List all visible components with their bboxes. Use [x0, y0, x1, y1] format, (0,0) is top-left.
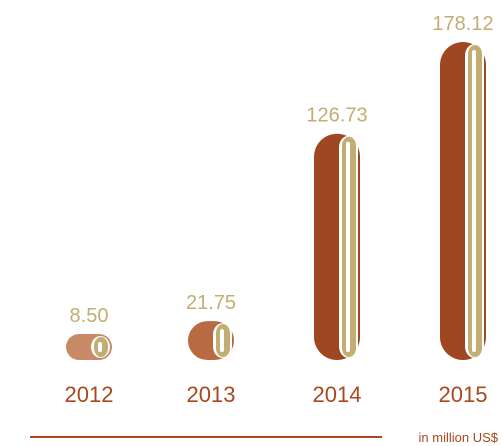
value-label-2014: 126.73 [306, 105, 367, 127]
bar-inner-core-2014 [346, 141, 350, 352]
bar-inner-core-2013 [220, 329, 224, 352]
value-label-2015: 178.12 [432, 13, 493, 35]
year-label-2013: 2013 [187, 382, 236, 407]
bar-2012 [66, 334, 112, 360]
year-label-2014: 2014 [313, 382, 362, 407]
year-label-2015: 2015 [439, 382, 488, 407]
unit-label: in million US$ [419, 430, 499, 445]
value-labels-group: 8.50 21.75 126.73 178.12 [70, 13, 494, 327]
year-label-2012: 2012 [65, 382, 114, 407]
bars-group [66, 42, 486, 360]
year-labels-group: 2012 2013 2014 2015 [65, 382, 488, 407]
bar-2015 [440, 42, 486, 360]
bar-2013 [188, 321, 234, 360]
value-label-2013: 21.75 [186, 292, 236, 314]
bar-inner-core-2012 [98, 342, 102, 352]
bar-inner-core-2015 [472, 50, 476, 352]
bar-2014 [314, 133, 360, 360]
value-label-2012: 8.50 [70, 305, 109, 327]
